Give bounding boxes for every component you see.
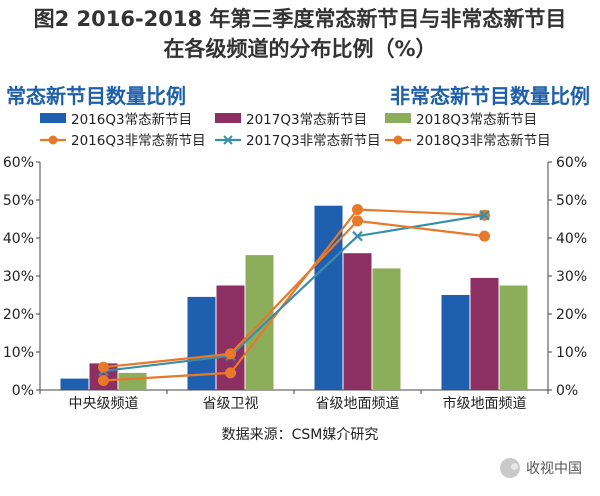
y-tick-label-left: 40%	[3, 231, 34, 247]
watermark: 收视中国	[500, 458, 582, 478]
y-tick-label-right: 50%	[556, 193, 587, 209]
line-3-point-3	[352, 215, 363, 227]
right-axis-heading: 非常态新节目数量比例	[390, 84, 590, 108]
x-category-label: 中央级频道	[69, 396, 139, 412]
legend-label-3: 2018Q3常态新节目	[416, 112, 537, 128]
x-category-label: 省级地面频道	[316, 396, 400, 412]
bar-1-1	[60, 378, 89, 390]
legend-marker-6	[393, 135, 403, 145]
y-tick-label-right: 60%	[556, 155, 587, 171]
line-series-1	[103, 208, 485, 382]
bar-2-3	[343, 253, 372, 390]
line-3-point-4	[479, 230, 490, 242]
legend-marker-4	[48, 135, 58, 145]
y-tick-label-right: 40%	[556, 231, 587, 247]
line-1-point-3	[352, 204, 363, 215]
y-tick-label-left: 10%	[3, 345, 34, 361]
legend-swatch-1	[40, 113, 66, 123]
y-tick-label-left: 20%	[3, 307, 34, 323]
watermark-text: 收视中国	[526, 461, 582, 477]
legend-label-6: 2018Q3非常态新节目	[416, 133, 551, 149]
y-tick-label-right: 10%	[556, 345, 587, 361]
line-series-2	[103, 214, 485, 373]
line-2-point-3	[352, 230, 363, 242]
legend-swatch-2	[215, 113, 241, 123]
y-tick-label-right: 30%	[556, 269, 587, 285]
legend-label-4: 2016Q3非常态新节目	[71, 133, 206, 149]
bar-3-3	[372, 268, 401, 390]
y-tick-label-left: 0%	[12, 383, 34, 399]
legend-label-1: 2016Q3常态新节目	[71, 112, 192, 128]
data-source-note: 数据来源：CSM媒介研究	[221, 427, 379, 443]
x-category-label: 市级地面频道	[443, 395, 527, 412]
line-3-point-2	[225, 348, 236, 360]
line-series-3	[103, 219, 485, 369]
x-category-label: 省级卫视	[203, 396, 259, 412]
line-1-point-2	[225, 367, 236, 379]
figure-title: 图2 2016-2018 年第三季度常态新节目与非常态新节目 在各级频道的分布比…	[0, 4, 600, 64]
line-3-point-1	[98, 361, 109, 373]
y-tick-label-left: 30%	[3, 269, 34, 285]
figure-title-line1: 图2 2016-2018 年第三季度常态新节目与非常态新节目	[33, 7, 567, 31]
line-2-point-4	[479, 209, 490, 221]
y-tick-label-left: 60%	[3, 155, 34, 171]
y-tick-label-left: 50%	[3, 193, 34, 209]
bar-2-4	[470, 277, 499, 390]
wechat-icon	[500, 458, 520, 478]
bar-3-1	[118, 372, 147, 390]
legend-swatch-3	[385, 113, 411, 123]
legend-label-5: 2017Q3非常态新节目	[246, 133, 381, 149]
legend-marker-5	[223, 135, 233, 145]
bar-1-4	[441, 295, 470, 390]
left-axis-heading: 常态新节目数量比例	[6, 84, 186, 108]
bar-3-4	[499, 285, 528, 390]
line-1-point-1	[98, 375, 109, 386]
figure-title-line2: 在各级频道的分布比例（%）	[163, 37, 437, 61]
legend-label-2: 2017Q3常态新节目	[246, 112, 367, 128]
y-tick-label-right: 0%	[556, 383, 578, 399]
y-tick-label-right: 20%	[556, 307, 587, 323]
